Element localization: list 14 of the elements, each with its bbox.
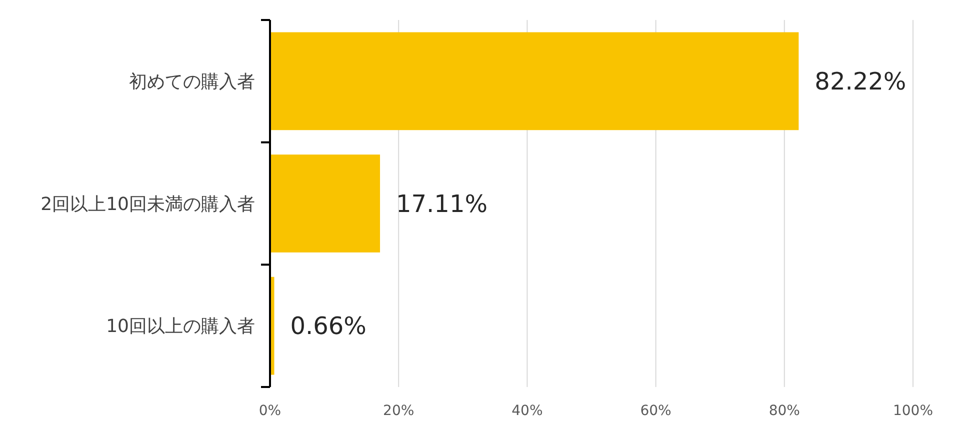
y-tick-label: 初めての購入者 bbox=[129, 71, 255, 92]
x-tick-label: 20% bbox=[383, 403, 414, 419]
y-tick-label: 2回以上10回未満の購入者 bbox=[40, 194, 255, 215]
bar bbox=[270, 154, 380, 252]
x-tick-label: 100% bbox=[892, 403, 934, 419]
y-tick-label: 10回以上の購入者 bbox=[106, 316, 255, 338]
x-tick-label: 60% bbox=[640, 403, 672, 419]
x-tick-label: 80% bbox=[768, 403, 800, 419]
x-tick-label: 40% bbox=[512, 403, 543, 419]
data-label: 82.22% bbox=[814, 68, 906, 96]
bar bbox=[270, 32, 799, 130]
data-label: 17.11% bbox=[396, 190, 488, 218]
x-tick-label: 0% bbox=[258, 403, 282, 419]
data-label: 0.66% bbox=[290, 312, 366, 340]
